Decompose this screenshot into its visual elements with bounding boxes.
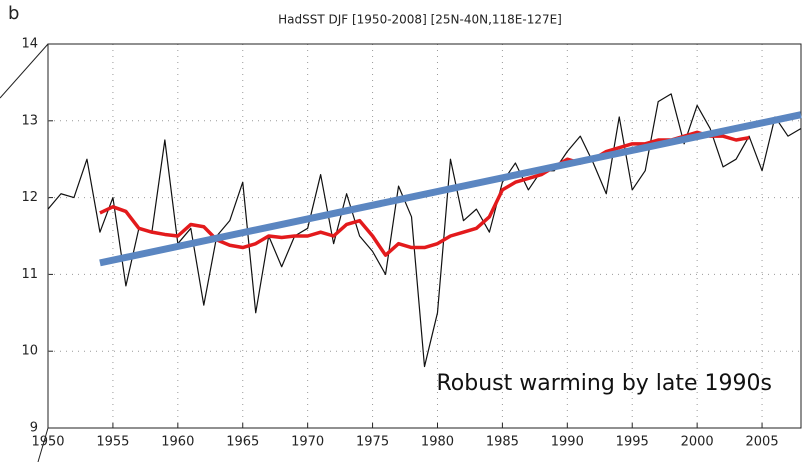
y-tick-label: 9: [30, 421, 38, 436]
y-tick-label: 11: [21, 267, 38, 282]
chart-title: HadSST DJF [1950-2008] [25N-40N,118E-127…: [278, 13, 562, 27]
x-tick-label: 2005: [746, 435, 779, 450]
x-tick-label: 1995: [616, 435, 649, 450]
x-tick-label: 1970: [291, 435, 324, 450]
y-tick-label: 12: [21, 190, 38, 205]
panel-label: b: [8, 3, 19, 24]
series-line: [99, 111, 802, 267]
series-line: [99, 130, 750, 257]
x-tick-label: 1955: [96, 435, 129, 450]
x-tick-label: 2000: [681, 435, 714, 450]
series-line: [47, 93, 802, 368]
annotation: Robust warming by late 1990s: [437, 371, 773, 396]
x-tick-label: 1980: [421, 435, 454, 450]
frame-decoration: [0, 43, 49, 99]
x-tick-label: 1990: [551, 435, 584, 450]
y-tick-label: 10: [21, 344, 38, 359]
x-tick-label: 1950: [31, 435, 64, 450]
x-tick-label: 1960: [161, 435, 194, 450]
y-tick-label: 13: [21, 113, 38, 128]
plot-frame: [47, 43, 802, 429]
x-tick-label: 1975: [356, 435, 389, 450]
x-tick-label: 1985: [486, 435, 519, 450]
frame-decoration: [37, 427, 49, 462]
y-tick-label: 14: [21, 37, 38, 52]
x-tick-label: 1965: [226, 435, 259, 450]
